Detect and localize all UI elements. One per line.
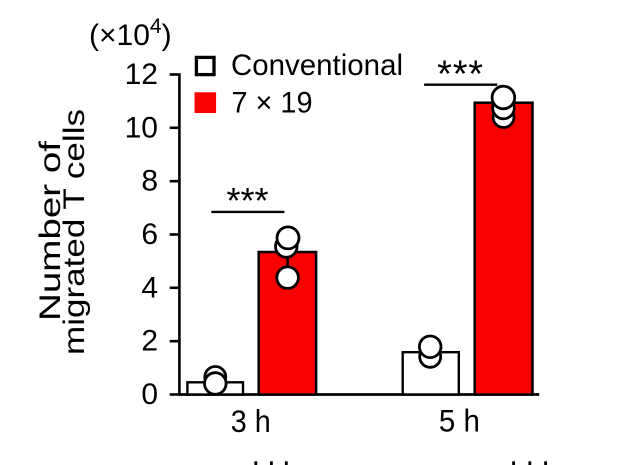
svg-text:0: 0 [141,378,158,411]
svg-text:12: 12 [125,58,158,91]
svg-text:3 h: 3 h [231,403,271,439]
svg-text:6: 6 [141,218,158,251]
svg-text:***: *** [437,53,484,95]
svg-text:5 h: 5 h [439,403,480,439]
svg-text:***: *** [226,180,268,221]
svg-text:4: 4 [141,271,158,304]
svg-text:migrated T cells: migrated T cells [58,109,91,355]
svg-text:2: 2 [141,325,158,358]
svg-text:10: 10 [125,111,158,144]
svg-text:Number of: Number of [34,140,67,321]
svg-text:Conventional: Conventional [231,49,403,82]
svg-text:7 × 19: 7 × 19 [232,87,313,120]
svg-text:8: 8 [141,165,158,198]
